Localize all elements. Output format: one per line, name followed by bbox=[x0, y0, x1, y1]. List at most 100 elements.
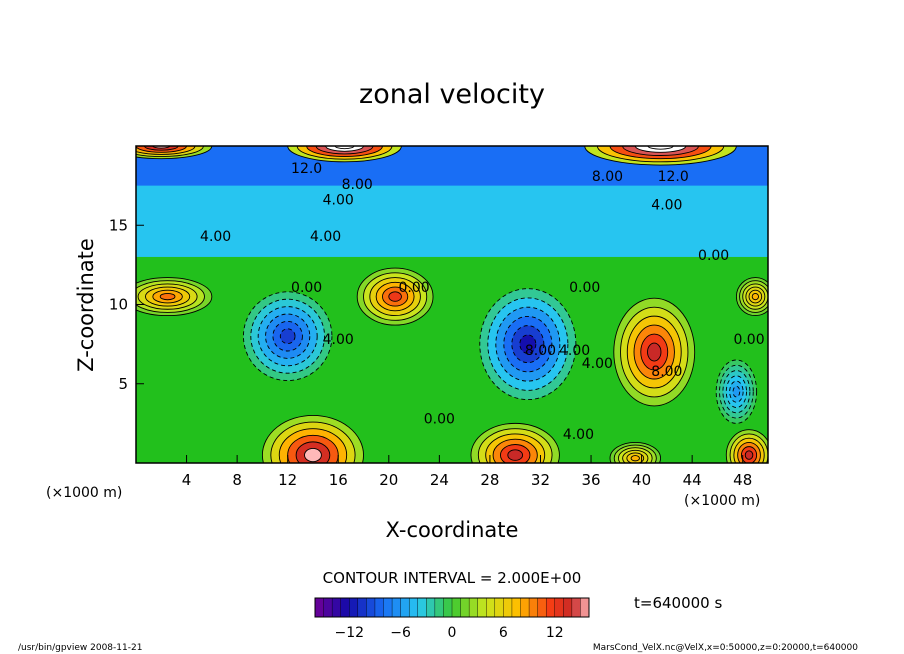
velocity-maximum-2 bbox=[136, 277, 213, 317]
colorbar-segment bbox=[357, 597, 367, 618]
contour-label: 4.00 bbox=[310, 229, 341, 245]
contour-label: 4.00 bbox=[559, 343, 590, 359]
x-tick-label: 4 bbox=[182, 471, 192, 489]
contour-label: 0.00 bbox=[733, 332, 764, 348]
x-tick-label: 12 bbox=[278, 471, 297, 489]
contour-label: 8.00 bbox=[525, 343, 556, 359]
contour-labels: 12.08.004.004.00 4.008.00 12.04.000.000.00… bbox=[200, 161, 765, 443]
x-tick-label: 16 bbox=[329, 471, 348, 489]
velocity-maximum-10 bbox=[609, 441, 662, 463]
x-tick-label: 44 bbox=[683, 471, 702, 489]
contour-label: 4.00 bbox=[323, 332, 354, 348]
colorbar-frame bbox=[314, 597, 590, 618]
colorbar-tick-label: 12 bbox=[546, 625, 564, 641]
colorbar-segment bbox=[331, 597, 342, 618]
colorbar-segment bbox=[486, 597, 496, 618]
velocity-maximum-11 bbox=[287, 146, 402, 163]
x-tick-label: 28 bbox=[480, 471, 499, 489]
colorbar-segment bbox=[511, 597, 522, 618]
colorbar-segment bbox=[477, 597, 487, 618]
colorbar-segment bbox=[391, 597, 402, 618]
y-axis-ticks: 5 10 15 bbox=[109, 216, 144, 393]
colorbar-segment bbox=[563, 597, 573, 618]
y-tick-label: 5 bbox=[118, 375, 128, 393]
colorbar-segment bbox=[580, 597, 590, 618]
contour-label: 0.00 bbox=[424, 411, 455, 427]
time-label: t=640000 s bbox=[634, 594, 722, 612]
colorbar-segment bbox=[554, 597, 564, 618]
colorbar-segment bbox=[443, 597, 453, 618]
contour-label: 4.00 bbox=[563, 427, 594, 443]
velocity-maximum-1 bbox=[356, 267, 434, 326]
plot-area: 12.08.004.004.00 4.008.00 12.04.000.000.00… bbox=[135, 145, 769, 464]
y-tick-label: 15 bbox=[109, 216, 128, 234]
colorbar-segment bbox=[520, 597, 530, 618]
colorbar-segment bbox=[349, 597, 359, 618]
colorbar-segment bbox=[426, 597, 436, 618]
colorbar-segment bbox=[537, 597, 547, 618]
x-tick-label: 40 bbox=[632, 471, 651, 489]
y-tick-label: 10 bbox=[109, 296, 128, 314]
colorbar-segment bbox=[460, 597, 470, 618]
velocity-minimum-5 bbox=[479, 288, 577, 401]
x-unit-label-left: (×1000 m) bbox=[46, 485, 122, 501]
contour-label: 4.00 bbox=[651, 197, 682, 213]
contour-label: 0.00 bbox=[398, 280, 429, 296]
contour-label: 0.00 bbox=[698, 248, 729, 264]
x-unit-label-right: (×1000 m) bbox=[684, 493, 760, 509]
x-tick-label: 36 bbox=[581, 471, 600, 489]
velocity-maximum-3 bbox=[735, 277, 768, 317]
colorbar-tick-label: −12 bbox=[334, 625, 364, 641]
colorbar-segment bbox=[451, 597, 462, 618]
contour-label: 0.00 bbox=[291, 280, 322, 296]
colorbar-segment bbox=[366, 597, 376, 618]
contour-label: 12.0 bbox=[291, 161, 322, 177]
colorbar-tick-label: 6 bbox=[499, 625, 508, 641]
velocity-maximum-9 bbox=[725, 429, 768, 463]
footer-left: /usr/bin/gpview 2008-11-21 bbox=[18, 643, 142, 653]
y-axis-label: Z-coordinate bbox=[74, 238, 98, 372]
contour-label: 4.00 bbox=[582, 356, 613, 372]
colorbar-segment bbox=[528, 597, 539, 618]
x-tick-label: 20 bbox=[379, 471, 398, 489]
colorbar bbox=[314, 597, 590, 618]
colorbar-segment bbox=[408, 597, 419, 618]
colorbar-segment bbox=[571, 597, 581, 618]
velocity-maximum-13 bbox=[136, 146, 213, 160]
contour-label: 12.0 bbox=[658, 169, 689, 185]
contour-interval-text: CONTOUR INTERVAL = 2.000E+00 bbox=[323, 569, 582, 587]
x-tick-label: 32 bbox=[531, 471, 550, 489]
velocity-minimum-6 bbox=[715, 359, 758, 424]
colorbar-segment bbox=[417, 597, 427, 618]
x-axis-ticks: 4 8 12 16 20 24 28 32 36 40 44 48 bbox=[182, 455, 752, 489]
colorbar-tick-label: −6 bbox=[390, 625, 411, 641]
velocity-maximum-0 bbox=[613, 297, 696, 407]
contour-label: 0.00 bbox=[569, 280, 600, 296]
velocity-maximum-7 bbox=[261, 415, 364, 463]
chart-title: zonal velocity bbox=[359, 79, 545, 110]
colorbar-segment bbox=[374, 597, 385, 618]
contour-label: 8.00 bbox=[651, 364, 682, 380]
x-tick-label: 8 bbox=[232, 471, 242, 489]
colorbar-tick-label: 0 bbox=[448, 625, 457, 641]
colorbar-segment bbox=[323, 597, 333, 618]
contour-label: 8.00 bbox=[592, 169, 623, 185]
colorbar-segment bbox=[340, 597, 350, 618]
colorbar-segment bbox=[494, 597, 504, 618]
x-tick-label: 24 bbox=[430, 471, 449, 489]
colorbar-segment bbox=[434, 597, 444, 618]
velocity-maximum-8 bbox=[470, 422, 560, 463]
x-axis-label: X-coordinate bbox=[386, 518, 519, 542]
contour-label: 8.00 bbox=[342, 177, 373, 193]
velocity-minimum-4 bbox=[242, 291, 333, 382]
contour-label: 4.00 bbox=[323, 193, 354, 209]
x-tick-label: 48 bbox=[733, 471, 752, 489]
contour-label: 4.00 bbox=[200, 229, 231, 245]
colorbar-segment bbox=[383, 597, 393, 618]
footer-right: MarsCond_VelX.nc@VelX,x=0:50000,z=0:2000… bbox=[593, 643, 858, 653]
colorbar-segment bbox=[400, 597, 410, 618]
colorbar-ticks: −12 −6 0 6 12 bbox=[334, 625, 563, 641]
colorbar-segment bbox=[314, 597, 325, 618]
colorbar-segment bbox=[468, 597, 479, 618]
